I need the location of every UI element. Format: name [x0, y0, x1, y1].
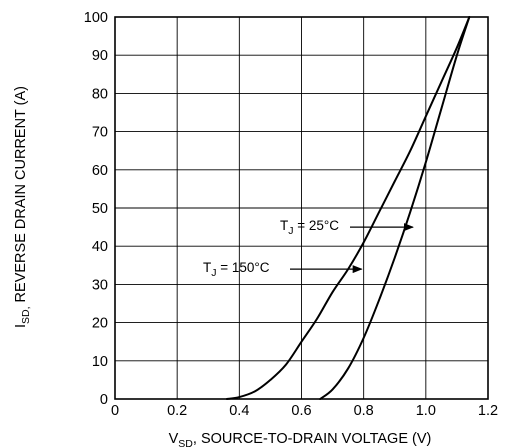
y-tick-label: 80 — [92, 86, 108, 102]
annotation-text: = 25°C — [294, 218, 340, 233]
y-tick-label: 0 — [100, 392, 108, 408]
series-line-tj-25c — [319, 16, 471, 400]
x-tick-label: 0.2 — [167, 403, 187, 419]
x-tick-label: 0.6 — [291, 403, 311, 419]
x-axis-title-symbol: V — [169, 431, 179, 447]
y-axis-title: ISD, REVERSE DRAIN CURRENT (A) — [13, 86, 32, 328]
x-tick-label: 1.2 — [478, 403, 498, 419]
y-tick-label: 60 — [92, 163, 108, 179]
x-axis-title-subscript: SD — [178, 438, 193, 447]
annotations: TJ = 25°CTJ = 150°C — [203, 218, 414, 279]
y-axis-title-subscript: SD, — [20, 306, 32, 324]
x-axis-ticks: 0 0.2 0.4 0.6 0.8 1.0 1.2 — [111, 403, 498, 419]
plot-frame — [114, 16, 489, 400]
x-tick-label: 0.8 — [354, 403, 374, 419]
y-tick-label: 100 — [84, 10, 108, 26]
x-tick-label: 1.0 — [416, 403, 436, 419]
y-tick-label: 50 — [92, 201, 108, 217]
annotation-symbol: T — [280, 218, 288, 233]
annotation-label-tj-150c: TJ = 150°C — [203, 260, 270, 279]
y-axis-ticks: 0 10 20 30 40 50 60 70 80 90 100 — [84, 10, 108, 408]
y-tick-label: 30 — [92, 277, 108, 293]
annotation-symbol: T — [203, 260, 211, 275]
y-tick-label: 90 — [92, 48, 108, 64]
y-tick-label: 20 — [92, 316, 108, 332]
x-axis-title-text: , SOURCE-TO-DRAIN VOLTAGE (V) — [193, 431, 431, 447]
x-tick-label: 0 — [111, 403, 119, 419]
annotation-subscript: J — [288, 225, 293, 237]
y-tick-label: 10 — [92, 354, 108, 370]
y-axis-title-text: REVERSE DRAIN CURRENT (A) — [13, 86, 29, 306]
grid — [115, 17, 488, 399]
x-tick-label: 0.4 — [229, 403, 249, 419]
annotation-text: = 150°C — [217, 260, 270, 275]
y-tick-label: 40 — [92, 239, 108, 255]
y-tick-label: 70 — [92, 125, 108, 141]
x-axis-title: VSD, SOURCE-TO-DRAIN VOLTAGE (V) — [169, 431, 432, 447]
annotation-subscript: J — [211, 267, 216, 279]
y-axis-title-symbol: I — [13, 324, 29, 328]
annotation-label-tj-25c: TJ = 25°C — [280, 218, 339, 237]
